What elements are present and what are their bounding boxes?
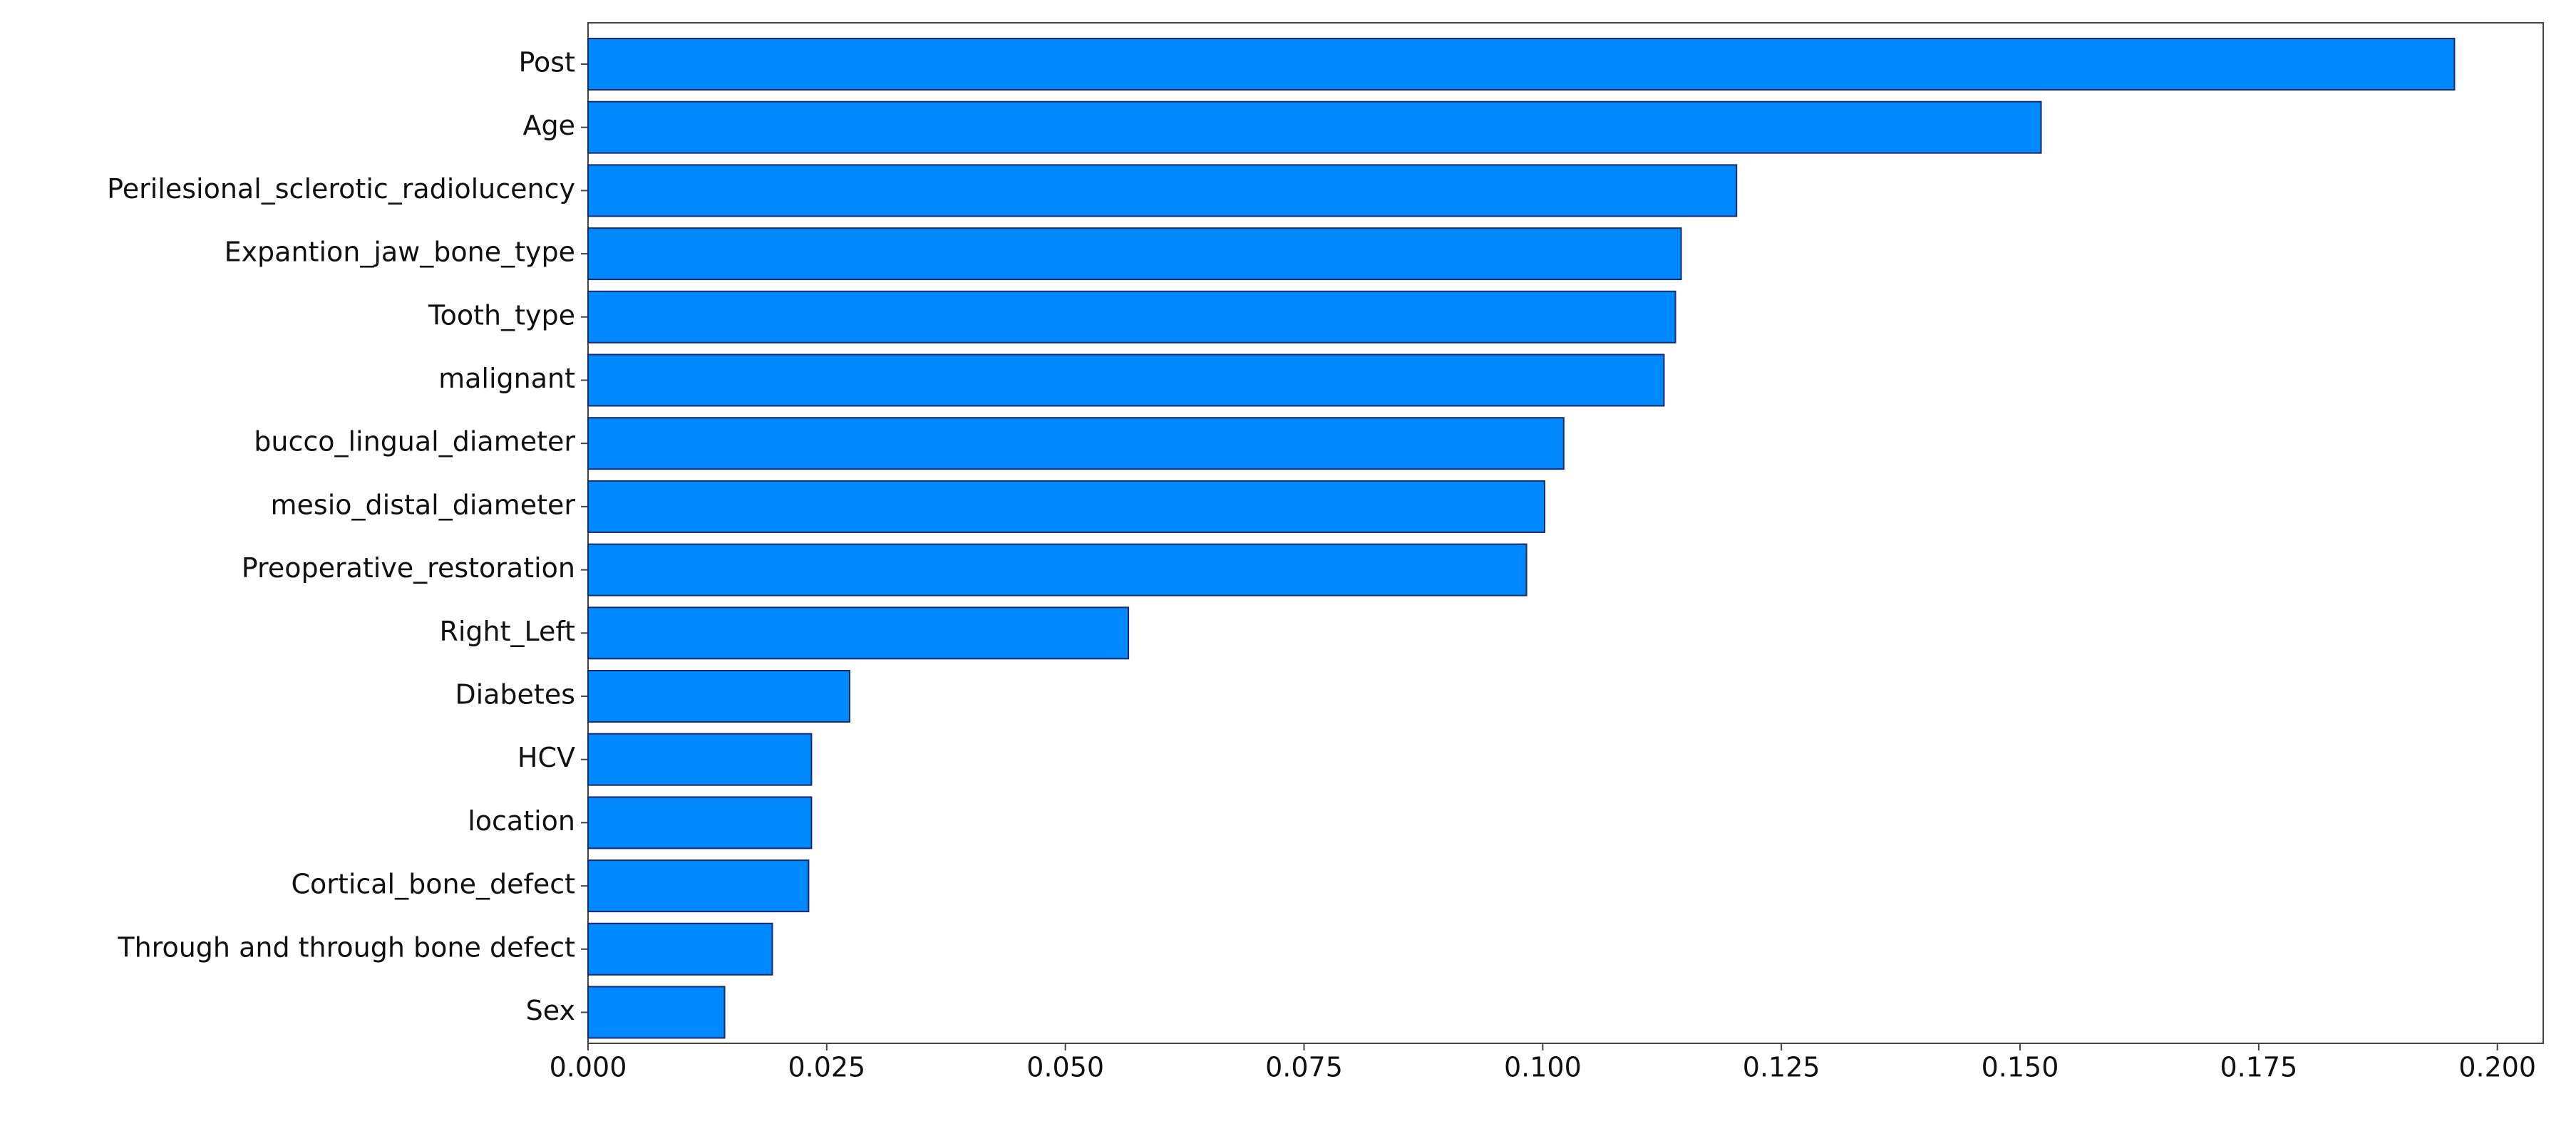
bar: [587, 100, 2042, 154]
bar: [587, 733, 813, 786]
y-tick-label: Perilesional_sclerotic_radiolucency: [107, 173, 575, 205]
bar: [587, 986, 726, 1039]
x-tick-label: 0.150: [1982, 1052, 2059, 1083]
y-tick-label: malignant: [438, 363, 575, 394]
bar: [587, 164, 1738, 217]
bar: [587, 543, 1527, 596]
bar: [587, 606, 1130, 660]
y-tick-label: Diabetes: [455, 679, 575, 711]
plot-frame: [587, 22, 2544, 1044]
bar: [587, 417, 1565, 470]
bar: [587, 480, 1546, 533]
x-tick-label: 0.075: [1265, 1052, 1343, 1083]
y-tick-label: bucco_lingual_diameter: [254, 426, 575, 458]
y-tick-label: Expantion_jaw_bone_type: [225, 237, 575, 268]
bar: [587, 922, 773, 976]
x-tick-label: 0.000: [550, 1052, 627, 1083]
x-tick-label: 0.100: [1504, 1052, 1582, 1083]
bar: [587, 227, 1682, 281]
x-tick-label: 0.200: [2458, 1052, 2536, 1083]
y-tick-label: Age: [523, 110, 576, 141]
bar: [587, 38, 2456, 91]
bar: [587, 290, 1676, 343]
bar: [587, 796, 813, 849]
y-tick-label: Cortical_bone_defect: [292, 869, 575, 900]
x-tick-label: 0.025: [788, 1052, 865, 1083]
y-tick-label: Sex: [526, 995, 575, 1026]
y-tick-label: HCV: [517, 742, 575, 773]
y-tick-label: Tooth_type: [428, 299, 575, 331]
bar: [587, 859, 810, 913]
bar: [587, 353, 1665, 407]
bar: [587, 670, 850, 723]
x-tick-label: 0.125: [1743, 1052, 1820, 1083]
y-tick-label: Right_Left: [439, 616, 575, 647]
y-tick-label: location: [468, 805, 575, 837]
x-tick-label: 0.175: [2220, 1052, 2297, 1083]
y-tick-label: Through and through bone defect: [117, 931, 575, 963]
x-tick-label: 0.050: [1026, 1052, 1104, 1083]
y-tick-label: Preoperative_restoration: [242, 552, 575, 584]
y-tick-label: mesio_distal_diameter: [271, 489, 576, 520]
y-tick-label: Post: [518, 47, 575, 78]
